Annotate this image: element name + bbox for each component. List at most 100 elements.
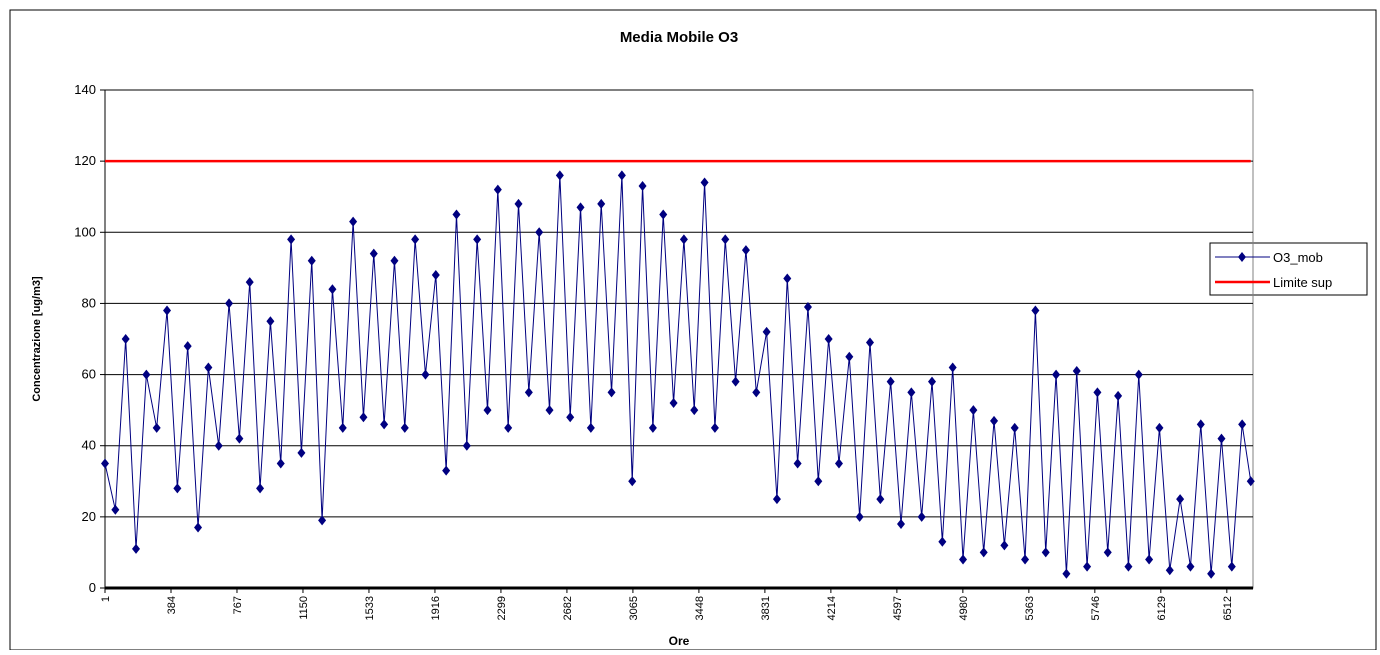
data-point: [121, 334, 130, 344]
data-point: [772, 494, 781, 505]
y-tick-label: 140: [74, 82, 96, 97]
data-point: [276, 458, 285, 469]
data-point: [1176, 494, 1185, 505]
x-tick-label: 3831: [760, 596, 772, 620]
x-tick-label: 3448: [694, 596, 706, 620]
data-point: [1238, 419, 1247, 430]
data-point: [648, 422, 657, 433]
data-point: [917, 511, 926, 522]
chart-frame: [9, 9, 1377, 651]
y-tick-label: 40: [82, 438, 96, 453]
data-point: [225, 298, 234, 309]
data-point: [762, 326, 771, 337]
data-point: [535, 227, 544, 238]
data-point: [421, 369, 430, 380]
data-point: [897, 518, 906, 529]
data-point: [576, 202, 585, 213]
data-point: [628, 476, 637, 487]
data-point: [307, 255, 316, 266]
data-point: [101, 458, 109, 469]
data-point: [318, 515, 327, 526]
data-point: [338, 422, 347, 433]
data-point: [959, 554, 968, 565]
data-point: [349, 216, 358, 227]
data-point: [1217, 433, 1226, 444]
data-point: [617, 170, 626, 181]
data-point: [586, 422, 595, 433]
data-point: [1041, 547, 1050, 558]
data-point: [597, 198, 606, 209]
data-point: [194, 522, 203, 533]
x-tick-label: 384: [166, 596, 178, 614]
y-tick-label: 0: [89, 580, 96, 595]
data-point: [473, 234, 482, 245]
data-point: [710, 422, 719, 433]
data-point: [886, 376, 895, 387]
x-tick-label: 4597: [892, 596, 904, 620]
y-tick-label: 120: [74, 153, 96, 168]
data-point: [1227, 561, 1236, 572]
data-point: [555, 170, 564, 181]
data-point: [969, 405, 978, 416]
data-point: [483, 405, 492, 416]
data-point: [452, 209, 461, 220]
data-point: [1207, 568, 1216, 579]
data-point: [700, 177, 709, 188]
data-point: [669, 398, 678, 409]
x-tick-label: 5363: [1024, 596, 1036, 620]
data-point: [659, 209, 668, 220]
x-axis-title: Ore: [669, 634, 690, 648]
x-tick-label: 6512: [1222, 596, 1234, 620]
x-tick-label: 5746: [1090, 596, 1102, 620]
data-point: [1062, 568, 1071, 579]
x-tick-label: 767: [232, 596, 244, 614]
data-point: [328, 284, 337, 295]
x-tick-label: 1916: [430, 596, 442, 620]
data-point: [566, 412, 575, 423]
x-tick-label: 1150: [298, 596, 310, 620]
data-point: [1165, 565, 1174, 576]
data-point: [1031, 305, 1040, 316]
data-point: [1083, 561, 1092, 572]
data-point: [803, 301, 812, 312]
data-point: [783, 273, 792, 284]
data-point: [390, 255, 399, 266]
data-point: [514, 198, 523, 209]
data-point: [235, 433, 244, 444]
y-tick-label: 20: [82, 509, 96, 524]
data-point: [793, 458, 802, 469]
x-tick-label: 3065: [628, 596, 640, 620]
data-point: [163, 305, 172, 316]
data-point: [380, 419, 389, 430]
data-point: [990, 415, 999, 426]
data-point: [173, 483, 182, 494]
data-point: [1010, 422, 1019, 433]
data-point: [1072, 366, 1081, 377]
chart-title: Media Mobile O3: [620, 29, 738, 46]
legend-box: [1209, 242, 1368, 296]
data-point: [524, 387, 533, 398]
data-point: [876, 494, 885, 505]
data-point: [152, 422, 161, 433]
data-point: [814, 476, 823, 487]
legend-marker: [1238, 252, 1246, 262]
legend-label: Limite sup: [1273, 275, 1332, 290]
data-point: [834, 458, 843, 469]
data-point: [132, 543, 141, 554]
data-point: [721, 234, 730, 245]
data-point: [111, 504, 120, 515]
data-point: [741, 245, 750, 256]
data-point: [928, 376, 937, 387]
data-point: [287, 234, 296, 245]
data-point: [1114, 390, 1123, 401]
data-point: [462, 440, 471, 451]
data-point: [142, 369, 151, 380]
data-point: [545, 405, 554, 416]
data-point: [369, 248, 378, 259]
data-point: [214, 440, 223, 451]
data-point: [907, 387, 916, 398]
data-point: [266, 316, 275, 327]
data-point: [1000, 540, 1009, 551]
data-point: [752, 387, 761, 398]
